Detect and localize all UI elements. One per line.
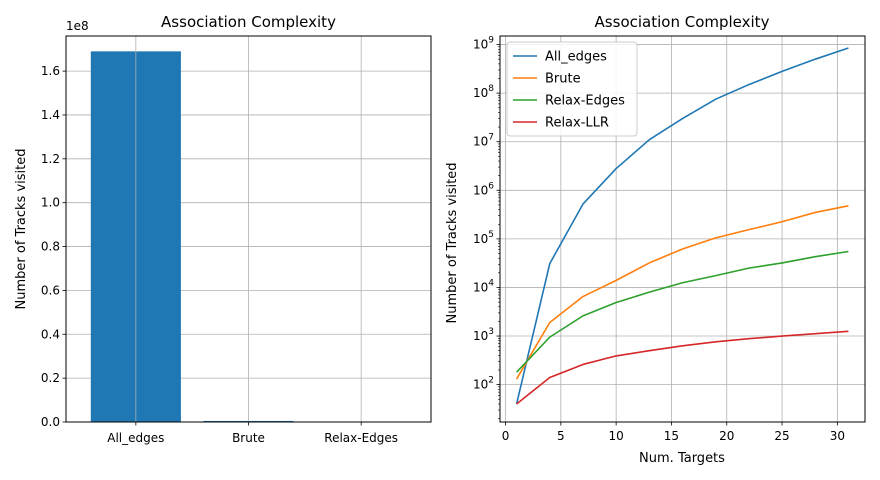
legend: All_edges Brute Relax-Edges Relax-LLR [506,41,638,137]
bar-category-label: Relax-Edges [324,431,398,445]
legend-label: All_edges [545,50,607,65]
bar-chart-title: Association Complexity [161,13,336,31]
line-chart-ylabel: Number of Tracks visited [445,163,460,324]
line-xtick-label: 10 [608,429,623,443]
line-xtick-label: 25 [774,429,789,443]
line-ytick-label: 105 [473,230,494,246]
line-ytick-label: 107 [473,133,494,149]
bar-ytick-label: 1.2 [41,152,60,166]
series-line-all_edges [515,47,849,405]
line-xtick-label: 5 [557,429,565,443]
legend-box [506,41,638,137]
bar-ytick-label: 0.8 [41,240,60,254]
line-xtick-label: 30 [830,429,845,443]
bar-chart-offset-label: 1e8 [66,19,89,33]
bar-ytick-label: 0.2 [41,371,60,385]
line-ytick-label: 108 [473,84,494,100]
series-line-relax-edges [516,250,849,373]
line-ytick-label: 102 [473,376,494,392]
bar-category-label: Brute [232,431,265,445]
bar-ytick-label: 1.4 [41,108,60,122]
line-xtick-label: 15 [664,429,679,443]
series-line-relax-llr [516,330,849,405]
line-xtick-label: 0 [502,429,510,443]
bar-ytick-label: 1.0 [41,196,60,210]
line-ytick-label: 104 [473,278,494,294]
series-line-brute [515,204,849,380]
bar-chart: Association Complexity Number of Tracks … [14,13,432,445]
line-chart-title: Association Complexity [595,13,770,31]
line-ytick-label: 103 [473,327,494,343]
line-chart: Association Complexity Number of Tracks … [445,13,866,466]
line-chart-frame [499,35,866,423]
legend-label: Relax-LLR [545,116,609,131]
line-ytick-label: 109 [473,36,494,52]
bar-ytick-label: 0.4 [41,327,60,341]
bar-category-label: All_edges [107,431,164,445]
line-xtick-label: 20 [719,429,734,443]
line-ytick-label: 106 [473,181,494,197]
bar-ytick-label: 0.0 [41,415,60,429]
bar-ytick-label: 1.6 [41,64,60,78]
bar-chart-frame [65,35,432,423]
bar-chart-ylabel: Number of Tracks visited [14,149,29,310]
bar-ytick-label: 0.6 [41,283,60,297]
legend-label: Relax-Edges [545,94,625,109]
legend-label: Brute [545,72,581,87]
line-chart-xlabel: Num. Targets [639,451,725,466]
